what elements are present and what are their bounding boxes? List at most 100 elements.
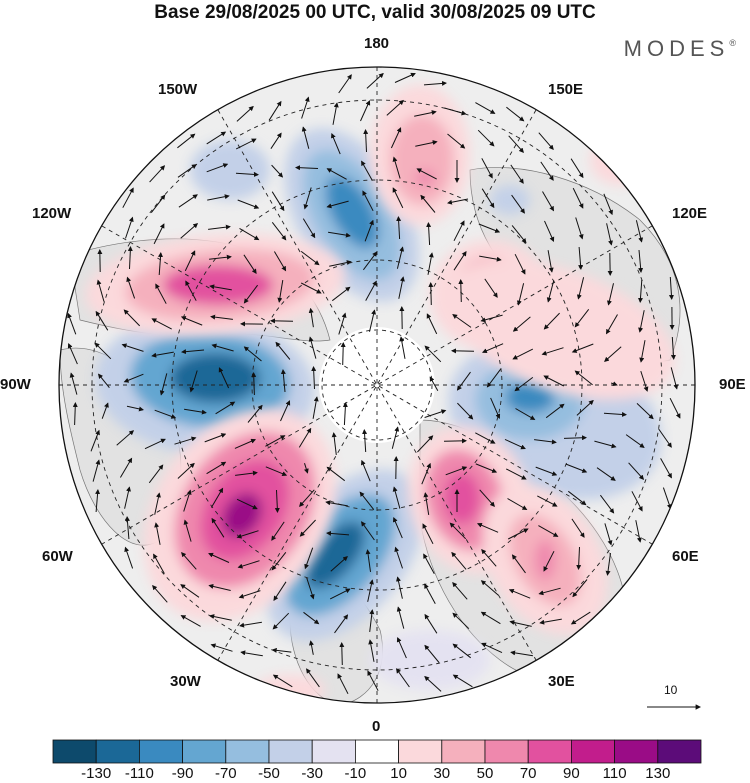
wind-arrow [277,280,284,303]
wind-arrow [416,168,437,180]
wind-arrow [325,500,348,507]
wind-arrow [396,216,402,240]
wind-arrow [368,639,375,662]
wind-arrow [209,254,232,260]
colorbar-swatch [484,739,529,764]
wind-arrow [668,276,674,300]
wind-arrow [424,675,442,692]
wind-arrow [476,522,499,533]
wind-arrow [340,342,346,366]
wind-arrow [332,102,339,125]
wind-arrow [603,193,613,216]
wind-arrow [399,336,406,359]
wind-arrow [637,279,643,303]
colorbar-swatch [182,739,227,764]
wind-arrow [273,581,287,602]
wind-arrow [243,254,257,275]
wind-arrow [270,132,282,149]
colorbar-tick-label: -30 [301,765,324,782]
wind-arrow [154,409,177,419]
wind-arrow [151,351,174,358]
wind-arrow [97,373,110,389]
wind-arrow [578,246,584,270]
wind-arrow [271,164,284,178]
wind-arrow [449,522,467,540]
wind-arrow [301,126,310,149]
wind-arrow [185,280,197,301]
wind-arrow [90,429,100,452]
wind-arrow [126,405,144,412]
wind-arrow [361,160,373,181]
wind-arrow [308,640,314,655]
wind-arrow [189,370,198,393]
wind-arrow [177,164,197,178]
wind-arrow [331,132,341,155]
lon-label-150e: 150E [548,81,584,98]
wind-arrow [150,194,166,214]
wind-arrow [396,636,407,659]
wind-arrow [424,409,447,418]
wind-arrow [101,402,109,419]
wind-arrow [280,369,286,393]
wind-arrow [240,650,263,657]
wind-arrow [236,498,258,510]
wind-arrow [424,583,436,604]
wind-arrow [329,260,352,267]
wind-arrow [308,336,317,359]
wind-arrow [417,435,434,453]
wind-arrow [362,251,378,271]
map-border [58,66,696,704]
wind-arrow [571,343,594,353]
wind-arrow [575,217,584,240]
wind-arrow [208,583,231,591]
wind-arrow [306,577,315,600]
colorbar-swatch [354,739,399,764]
wind-arrow [125,216,134,239]
wind-arrow [363,129,369,153]
reference-vector-label: 10 [664,683,678,697]
wind-arrow [392,156,401,179]
wind-arrow [328,231,351,238]
wind-arrow [159,373,168,396]
wind-arrow [423,80,447,86]
wind-arrow [92,459,101,482]
lon-label-120e: 120E [672,205,708,222]
wind-arrow [210,487,224,508]
wind-arrow [396,576,403,599]
wind-arrow [539,618,562,625]
colorbar-tick-label: -70 [214,765,237,782]
wind-arrow [605,553,611,576]
wind-arrow [208,552,230,563]
wind-arrow [572,579,588,598]
wind-arrow [535,466,558,476]
wind-arrow [215,401,236,415]
wind-arrow [392,516,403,539]
polar-cap [319,327,435,443]
wind-arrow [606,283,614,306]
wind-arrow [481,642,503,654]
wind-arrow [574,308,590,328]
wind-arrow [338,312,347,335]
wind-arrow [312,396,319,419]
wind-arrow [478,223,501,233]
wind-arrow [392,187,404,209]
colorbar-swatch [527,739,572,764]
wind-arrow [326,200,349,209]
wind-arrow [204,433,227,443]
wind-arrow [636,403,654,420]
wind-arrow [670,336,676,360]
wind-arrow [658,428,672,448]
wind-arrow [445,466,468,476]
wind-arrow [72,402,78,426]
wind-arrow [180,316,203,326]
wind-arrow [364,219,374,242]
lon-label-0: 0 [372,718,381,735]
wind-arrow [331,286,351,302]
wind-arrow [386,99,404,116]
wind-arrow [237,560,260,569]
wind-arrow [154,492,161,515]
wind-arrow [567,490,587,506]
wind-arrow [631,491,643,512]
wind-arrow [544,220,555,243]
wind-arrow [239,227,260,241]
